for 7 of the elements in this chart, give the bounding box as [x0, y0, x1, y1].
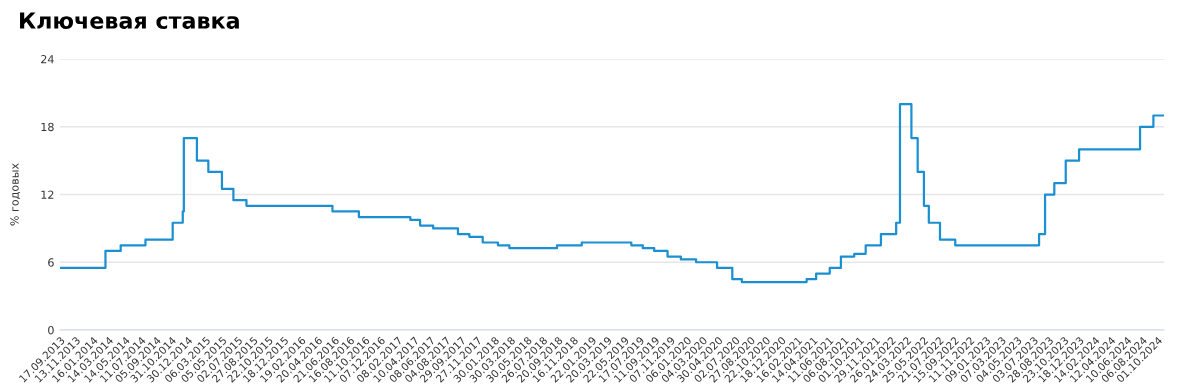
y-tick-label: 6: [48, 258, 54, 267]
y-axis-title: % годовых: [10, 163, 21, 226]
y-tick-label: 18: [41, 122, 54, 132]
chart-title: Ключевая ставка: [20, 12, 239, 29]
y-tick-label: 24: [41, 55, 54, 64]
y-tick-label: 0: [48, 325, 54, 335]
y-tick-label: 12: [41, 190, 54, 199]
